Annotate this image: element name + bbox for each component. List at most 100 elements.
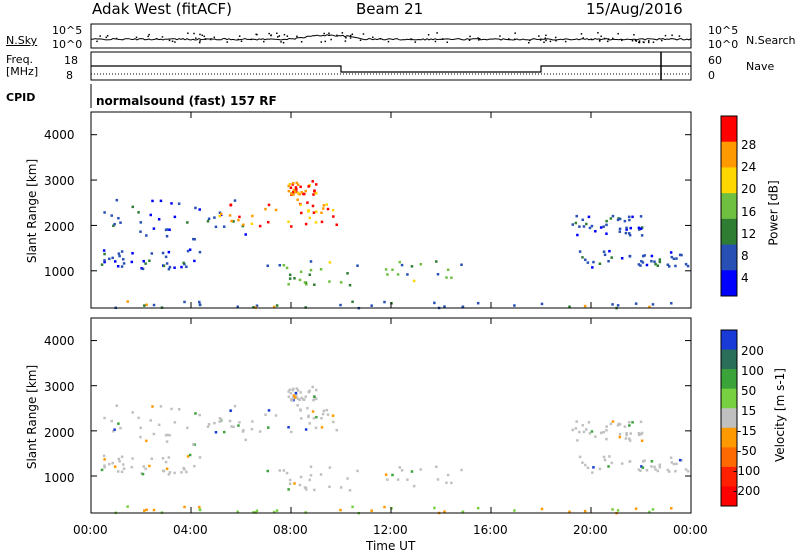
velocity-cell xyxy=(412,484,416,488)
xtick-2400: 00:00 xyxy=(673,523,708,537)
power-cell xyxy=(296,198,299,201)
velocity-cell xyxy=(672,462,676,466)
velocity-cell xyxy=(312,416,316,420)
noise-search-dot xyxy=(634,39,637,42)
noise-search-dot xyxy=(336,34,338,37)
power-cell xyxy=(616,304,620,307)
power-ytick-1000: 1000 xyxy=(44,265,75,279)
power-cell xyxy=(119,221,122,224)
velocity-cell xyxy=(242,428,245,432)
power-cell xyxy=(383,300,386,304)
velocity-cell xyxy=(578,455,582,459)
power-cbar-label: Power [dB] xyxy=(766,180,781,246)
power-cell xyxy=(167,267,171,271)
vel-ytick-4000: 4000 xyxy=(44,334,75,348)
velocity-cell xyxy=(419,468,423,471)
velocity-cell xyxy=(145,508,148,512)
velocity-cell xyxy=(339,486,343,489)
velocity-cell xyxy=(115,404,119,407)
velocity-cell xyxy=(151,405,154,408)
power-cell xyxy=(591,266,594,269)
power-cell xyxy=(645,263,649,267)
power-cell xyxy=(670,255,674,259)
noise-search-dot xyxy=(106,35,109,37)
velocity-cell xyxy=(291,388,295,392)
noise-search-dot xyxy=(280,41,282,43)
velocity-cell xyxy=(620,462,624,465)
power-cbar-tick-28: 28 xyxy=(741,138,757,152)
power-cell xyxy=(298,193,301,196)
noise-search-dot xyxy=(410,38,413,41)
velocity-cell xyxy=(165,433,169,437)
power-cell xyxy=(168,228,171,232)
velocity-cell xyxy=(629,432,632,435)
velocity-cell xyxy=(607,465,610,468)
power-cell xyxy=(412,279,416,283)
power-cell xyxy=(194,206,197,210)
velocity-cell xyxy=(137,416,140,420)
velocity-cell xyxy=(103,466,106,469)
noise-search-dot xyxy=(359,39,362,42)
velocity-cell xyxy=(396,478,400,481)
velocity-cell xyxy=(618,423,622,426)
power-cell xyxy=(410,265,414,268)
power-cell xyxy=(130,260,134,264)
power-cell xyxy=(206,220,210,223)
power-cell xyxy=(237,218,240,222)
velocity-colorbar-segment xyxy=(721,369,737,390)
noise-search-dot xyxy=(344,40,347,42)
power-cell xyxy=(232,220,235,223)
power-cell xyxy=(290,225,293,228)
velocity-cell xyxy=(139,426,143,430)
noise-search-dot xyxy=(195,37,197,39)
power-cell xyxy=(611,303,614,306)
power-cell xyxy=(582,225,586,228)
noise-search-dot xyxy=(240,40,243,42)
power-cell xyxy=(320,220,324,224)
noise-search-dot xyxy=(187,32,189,34)
power-cell xyxy=(306,201,309,204)
power-cell xyxy=(304,306,307,309)
noise-search-dot xyxy=(193,32,195,35)
power-cell xyxy=(293,277,296,280)
power-cell xyxy=(289,186,293,189)
velocity-cell xyxy=(207,423,211,426)
velocity-cell xyxy=(292,396,295,400)
power-cell xyxy=(110,214,113,217)
noise-search-dot xyxy=(168,39,171,42)
velocity-cell xyxy=(194,412,197,415)
velocity-cell xyxy=(266,469,269,473)
noise-search-dot xyxy=(283,33,286,36)
velocity-cell xyxy=(258,430,262,433)
velocity-cell xyxy=(461,511,464,514)
power-cell xyxy=(266,220,270,224)
velocity-cell xyxy=(296,397,300,400)
power-cell xyxy=(228,214,232,217)
noise-search-dot xyxy=(631,39,634,42)
power-cell xyxy=(639,227,643,230)
power-cell xyxy=(141,267,145,271)
velocity-cell xyxy=(348,489,352,492)
power-cell xyxy=(167,250,171,254)
power-cell xyxy=(149,213,153,217)
velocity-cell xyxy=(628,460,632,463)
noise-search-dot xyxy=(201,34,203,37)
velocity-cell xyxy=(304,395,307,398)
power-cell xyxy=(674,264,677,268)
velocity-cell xyxy=(618,435,622,439)
power-cell xyxy=(678,253,682,257)
velocity-cell xyxy=(675,462,678,466)
velocity-cell xyxy=(140,472,143,475)
power-cell xyxy=(272,305,276,309)
velocity-cell xyxy=(628,437,631,440)
velocity-cell xyxy=(306,406,309,410)
power-cell xyxy=(183,262,186,266)
noise-search-dot xyxy=(278,35,281,37)
velocity-cell xyxy=(266,426,270,429)
noise-search-dot xyxy=(203,35,205,38)
velocity-cell xyxy=(339,508,342,512)
vel-ytick-1000: 1000 xyxy=(44,471,75,485)
noise-search-dot xyxy=(270,34,272,36)
power-cell xyxy=(335,223,339,227)
vel-ylabel: Slant Range [km] xyxy=(25,364,40,470)
